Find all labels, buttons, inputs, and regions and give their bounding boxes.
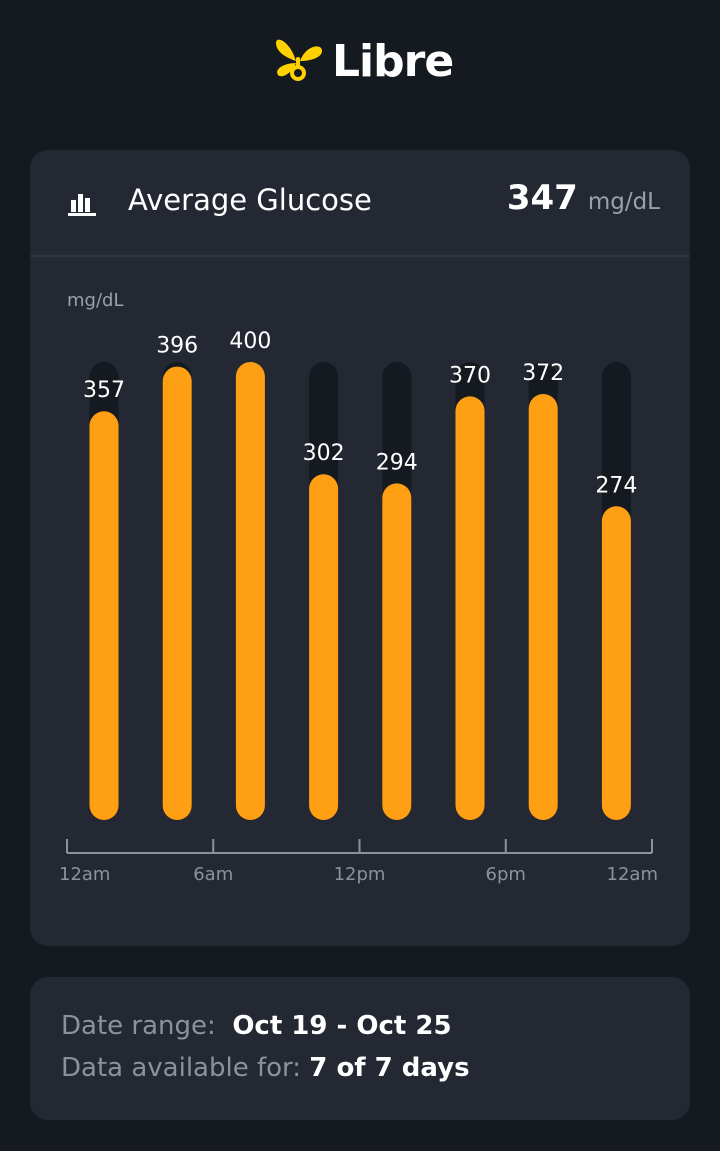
summary-card: Date range: Oct 19 - Oct 25 Data availab…	[30, 977, 690, 1120]
card-header: Average Glucose 347 mg/dL	[30, 150, 690, 257]
date-range-row: Date range: Oct 19 - Oct 25	[61, 1011, 452, 1041]
butterfly-icon	[270, 33, 326, 89]
glucose-bar	[382, 483, 412, 820]
bar-value-label: 372	[522, 361, 564, 386]
glucose-bar	[89, 411, 119, 820]
glucose-bar	[309, 474, 339, 820]
y-axis-label: mg/dL	[67, 290, 123, 311]
bar-value-label: 274	[595, 473, 637, 498]
data-available-label: Data available for:	[61, 1053, 302, 1083]
average-unit: mg/dL	[587, 189, 660, 215]
glucose-bar	[528, 394, 558, 820]
libre-logo: Libre	[270, 28, 454, 94]
data-available-value: 7 of 7 days	[309, 1053, 470, 1083]
glucose-bar-chart: mg/dL 357 396 400 302 294 370 372 274 12am 6am 12pm…	[59, 290, 658, 885]
bar-value-label: 294	[376, 450, 418, 475]
x-tick-label: 12pm	[334, 864, 386, 885]
glucose-bar	[162, 366, 192, 820]
bar-value-label: 302	[303, 441, 345, 466]
bar-value-label: 396	[156, 334, 198, 359]
x-tick-label: 12am	[607, 864, 658, 885]
bar-value-label: 400	[229, 329, 271, 354]
data-available-row: Data available for: 7 of 7 days	[61, 1053, 470, 1083]
bar-value-label: 370	[449, 363, 491, 388]
date-range-label: Date range:	[61, 1011, 216, 1041]
average-value: 347 mg/dL	[507, 178, 660, 218]
bar-value-label: 357	[83, 378, 125, 403]
average-number: 347	[506, 178, 578, 218]
logo-text: Libre	[332, 35, 454, 87]
x-tick-label: 6am	[193, 864, 233, 885]
card-title: Average Glucose	[128, 183, 372, 217]
glucose-bar	[235, 362, 265, 820]
glucose-bar	[601, 506, 631, 820]
date-range-value: Oct 19 - Oct 25	[232, 1011, 452, 1041]
x-tick-label: 6pm	[486, 864, 526, 885]
average-glucose-card: Average Glucose 347 mg/dL mg/dL 357 396 400…	[30, 150, 690, 946]
x-tick-label: 12am	[59, 864, 110, 885]
glucose-bar	[455, 396, 485, 820]
bar-chart-icon	[68, 190, 96, 220]
